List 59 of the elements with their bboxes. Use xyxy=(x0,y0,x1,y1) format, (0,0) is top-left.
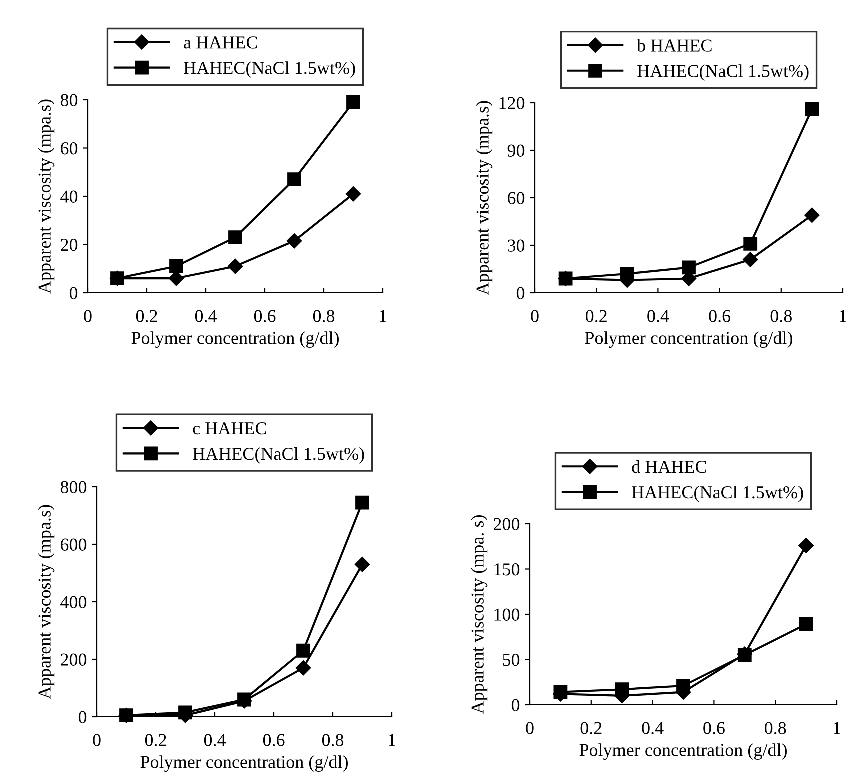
x-axis-title: Polymer concentration (g/dl) xyxy=(140,756,348,772)
y-tick-label: 30 xyxy=(508,240,525,252)
x-tick-label: 0.4 xyxy=(195,310,218,322)
x-tick-label: 1 xyxy=(389,734,396,746)
x-tick-label: 1 xyxy=(380,310,386,322)
y-tick-label: 0 xyxy=(70,287,78,300)
legend-label: HAHEC(NaCl 1.5wt%) xyxy=(184,62,356,78)
x-tick-label: 0 xyxy=(526,722,534,734)
y-tick-label: 60 xyxy=(508,192,525,204)
x-tick-label: 0.2 xyxy=(136,310,158,322)
x-tick-label: 0.8 xyxy=(313,310,335,322)
y-tick-label: 50 xyxy=(503,654,520,666)
x-tick-label: 0.6 xyxy=(254,310,276,322)
x-tick-label: 0.6 xyxy=(704,722,725,734)
x-tick-label: 1 xyxy=(834,722,840,734)
x-tick-label: 0.2 xyxy=(586,310,607,322)
x-tick-label: 0.8 xyxy=(765,722,786,734)
legend-label: b HAHEC xyxy=(637,39,712,52)
y-tick-label: 400 xyxy=(60,596,87,608)
legend-label: d HAHEC xyxy=(632,460,706,474)
y-axis-title: Apparent viscosity (mpa.s) xyxy=(476,101,493,296)
x-tick-label: 0.2 xyxy=(580,722,602,734)
y-axis-title: Apparent viscosity (mpa. s) xyxy=(471,516,488,714)
x-tick-label: 0.6 xyxy=(709,310,731,322)
y-axis-title: Apparent viscosity (mpa.s) xyxy=(38,100,55,294)
y-tick-label: 20 xyxy=(61,239,78,252)
y-tick-label: 100 xyxy=(494,608,520,621)
y-tick-label: 80 xyxy=(60,94,78,106)
y-tick-label: 800 xyxy=(60,481,87,494)
legend-label: a HAHEC xyxy=(184,36,258,49)
x-tick-label: 0.6 xyxy=(263,734,285,746)
y-tick-label: 60 xyxy=(61,142,78,155)
legend-label: HAHEC(NaCl 1.5wt%) xyxy=(632,486,804,502)
y-tick-label: 40 xyxy=(60,190,78,203)
legend-label: c HAHEC xyxy=(193,422,266,435)
x-tick-label: 1 xyxy=(840,310,846,322)
y-tick-label: 200 xyxy=(60,654,87,666)
y-tick-label: 600 xyxy=(60,538,87,551)
x-axis-title: Polymer concentration (g/dl) xyxy=(132,332,339,348)
x-axis-title: Polymer concentration (g/dl) xyxy=(580,744,787,760)
y-tick-label: 200 xyxy=(494,518,520,530)
legend-label: HAHEC(NaCl 1.5wt%) xyxy=(638,64,809,82)
x-tick-label: 0.4 xyxy=(642,722,664,734)
x-tick-label: 0.8 xyxy=(770,310,792,322)
y-tick-label: 0 xyxy=(516,287,525,300)
y-tick-label: 90 xyxy=(508,144,525,157)
x-tick-label: 0.4 xyxy=(648,310,670,322)
legend-label: HAHEC(NaCl 1.5wt%) xyxy=(193,447,364,464)
x-tick-label: 0.4 xyxy=(204,734,226,746)
x-tick-label: 0.2 xyxy=(145,734,166,746)
x-axis-title: Polymer concentration (g/dl) xyxy=(585,332,792,348)
x-tick-label: 0 xyxy=(531,310,539,322)
y-axis-title: Apparent viscosity (mpa.s) xyxy=(38,505,55,700)
y-tick-label: 150 xyxy=(494,564,520,576)
x-tick-label: 0.8 xyxy=(322,734,344,746)
y-tick-label: 120 xyxy=(500,97,525,110)
y-tick-label: 0 xyxy=(78,711,87,724)
x-tick-label: 0 xyxy=(93,734,101,746)
y-tick-label: 0 xyxy=(512,699,520,712)
